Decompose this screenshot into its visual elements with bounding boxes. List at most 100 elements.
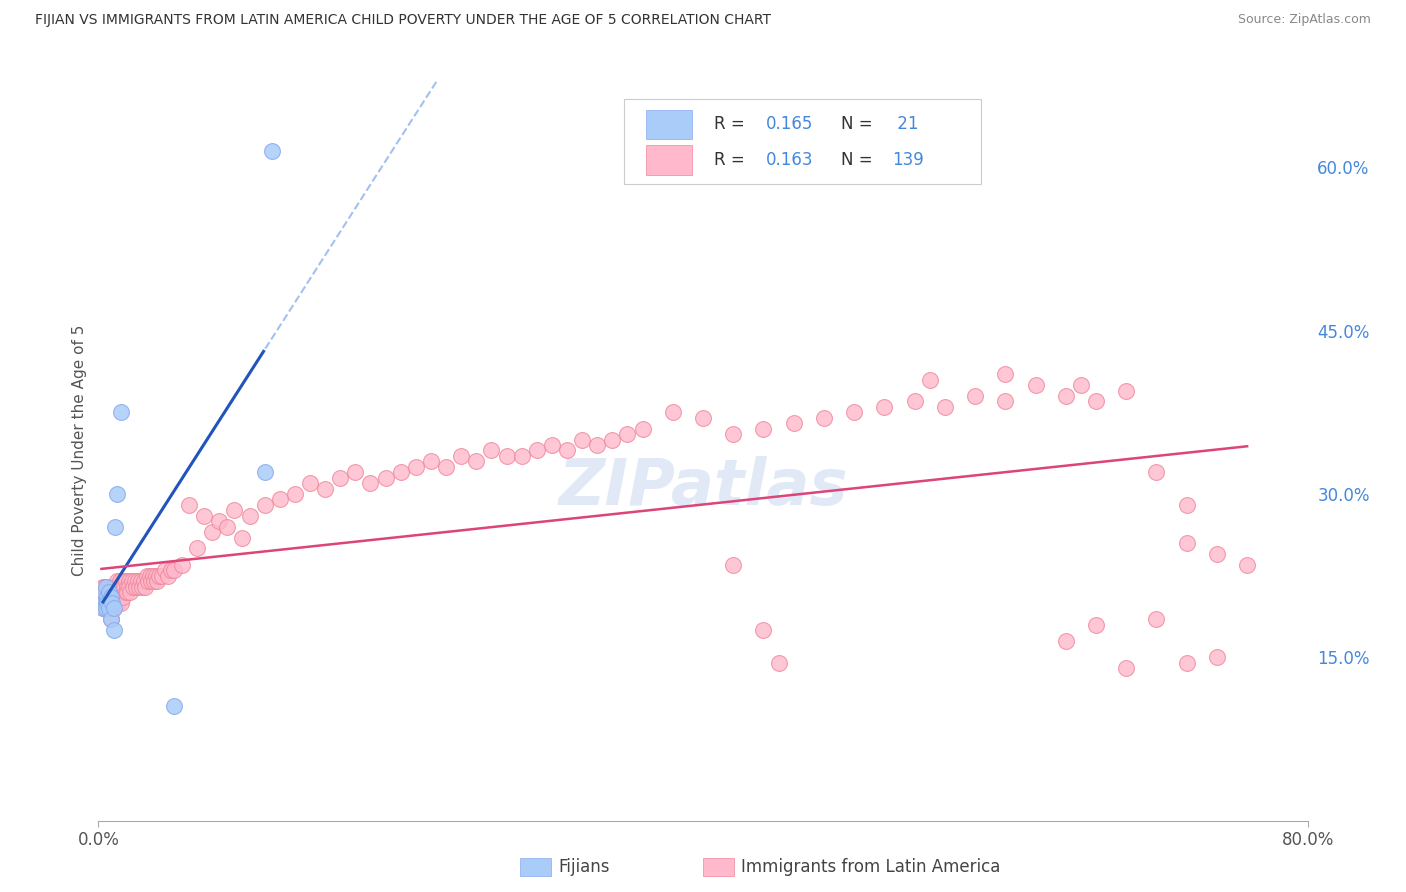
- Point: [129, 574, 152, 588]
- Point: [100, 612, 122, 626]
- Point: [90, 596, 112, 610]
- Point: [96, 601, 118, 615]
- Point: [94, 596, 117, 610]
- Point: [692, 410, 714, 425]
- Point: [101, 596, 124, 610]
- Point: [1070, 378, 1092, 392]
- Point: [224, 503, 246, 517]
- Point: [253, 465, 276, 479]
- Point: [91, 601, 114, 615]
- Point: [231, 531, 253, 545]
- Point: [153, 563, 176, 577]
- Text: 139: 139: [891, 151, 924, 169]
- Point: [122, 580, 145, 594]
- Point: [344, 465, 367, 479]
- Point: [93, 596, 115, 610]
- Point: [873, 400, 896, 414]
- Point: [114, 574, 136, 588]
- Point: [389, 465, 412, 479]
- Point: [98, 585, 121, 599]
- Point: [540, 438, 562, 452]
- Point: [314, 482, 336, 496]
- Point: [148, 568, 170, 582]
- Point: [1024, 378, 1046, 392]
- Point: [1175, 656, 1198, 670]
- Point: [107, 591, 129, 605]
- Text: 0.165: 0.165: [766, 115, 813, 133]
- Point: [108, 580, 131, 594]
- Point: [783, 416, 806, 430]
- FancyBboxPatch shape: [647, 110, 692, 139]
- Point: [844, 405, 866, 419]
- Point: [142, 568, 165, 582]
- Text: Immigrants from Latin America: Immigrants from Latin America: [741, 858, 1000, 876]
- Point: [141, 574, 163, 588]
- Point: [124, 574, 146, 588]
- Point: [136, 574, 159, 588]
- Point: [112, 574, 135, 588]
- Point: [1236, 558, 1258, 572]
- Point: [94, 591, 117, 605]
- Point: [1206, 547, 1229, 561]
- Point: [94, 601, 117, 615]
- Point: [93, 585, 115, 599]
- Point: [1175, 536, 1198, 550]
- Point: [125, 580, 148, 594]
- Point: [1115, 384, 1137, 398]
- Point: [374, 471, 396, 485]
- Point: [100, 591, 122, 605]
- Y-axis label: Child Poverty Under the Age of 5: Child Poverty Under the Age of 5: [72, 325, 87, 576]
- Point: [101, 601, 124, 615]
- Point: [602, 433, 624, 447]
- Point: [96, 580, 118, 594]
- Point: [121, 574, 143, 588]
- Point: [631, 422, 654, 436]
- Text: 21: 21: [891, 115, 918, 133]
- Point: [1144, 465, 1167, 479]
- Text: 0.163: 0.163: [766, 151, 814, 169]
- Point: [253, 498, 276, 512]
- Point: [105, 574, 128, 588]
- Point: [201, 525, 224, 540]
- Point: [103, 601, 125, 615]
- Point: [160, 563, 183, 577]
- Point: [994, 394, 1017, 409]
- Point: [103, 580, 125, 594]
- Point: [100, 612, 122, 626]
- Point: [98, 601, 121, 615]
- Point: [93, 580, 115, 594]
- Point: [156, 568, 179, 582]
- Point: [105, 487, 128, 501]
- Point: [110, 596, 132, 610]
- Point: [150, 568, 173, 582]
- Point: [118, 580, 141, 594]
- Point: [98, 596, 121, 610]
- Point: [128, 580, 150, 594]
- Point: [239, 508, 262, 523]
- Point: [752, 422, 775, 436]
- Point: [586, 438, 609, 452]
- Point: [723, 558, 745, 572]
- Point: [143, 574, 166, 588]
- Point: [1206, 650, 1229, 665]
- Point: [110, 405, 132, 419]
- Point: [662, 405, 685, 419]
- Point: [108, 574, 131, 588]
- Point: [127, 574, 149, 588]
- Point: [186, 541, 208, 556]
- Point: [170, 558, 193, 572]
- Point: [465, 454, 488, 468]
- Point: [269, 492, 291, 507]
- Point: [1175, 498, 1198, 512]
- Point: [405, 459, 427, 474]
- Point: [112, 580, 135, 594]
- Point: [96, 596, 118, 610]
- Point: [111, 591, 134, 605]
- Point: [208, 514, 231, 528]
- Point: [420, 454, 443, 468]
- Point: [284, 487, 307, 501]
- Point: [114, 585, 136, 599]
- Text: R =: R =: [714, 151, 749, 169]
- Point: [179, 498, 201, 512]
- Point: [104, 596, 127, 610]
